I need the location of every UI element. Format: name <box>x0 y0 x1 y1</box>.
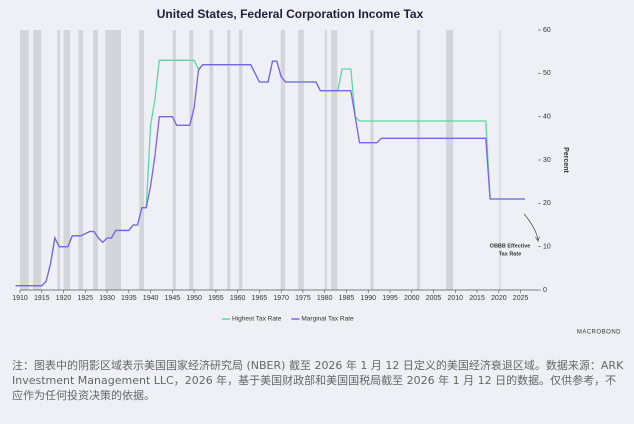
x-tick-label: 1925 <box>78 295 94 302</box>
recession-band <box>78 30 84 290</box>
annotation: OBBB Effective <box>490 243 531 249</box>
x-tick-label: 2010 <box>448 295 464 302</box>
chart: United States, Federal Corporation Incom… <box>12 7 621 336</box>
x-tick-label: 1935 <box>121 295 137 302</box>
legend-label: Highest Tax Rate <box>232 316 282 323</box>
recession-band <box>370 30 374 290</box>
x-tick-label: 2015 <box>469 295 485 302</box>
y-tick-label: 20 <box>543 200 551 207</box>
x-tick-label: 1945 <box>165 295 181 302</box>
y-tick-label: 50 <box>543 70 551 77</box>
recession-band <box>416 30 421 290</box>
recession-band <box>63 30 71 290</box>
recession-band <box>298 30 304 290</box>
y-tick-label: 40 <box>543 114 551 121</box>
x-tick-label: 2005 <box>426 295 442 302</box>
x-tick-label: 1950 <box>186 295 202 302</box>
x-tick-label: 1930 <box>99 295 115 302</box>
x-tick-label: 1985 <box>339 295 355 302</box>
x-tick-label: 1910 <box>12 295 28 302</box>
x-tick-label: 1990 <box>360 295 376 302</box>
y-tick-label: 0 <box>543 287 547 294</box>
x-tick-label: 1965 <box>252 295 268 302</box>
x-tick-label: 2000 <box>404 295 420 302</box>
recession-band <box>331 30 338 290</box>
x-tick-label: 1980 <box>317 295 333 302</box>
logo: MACROBOND <box>577 330 621 336</box>
recession-band <box>499 30 501 290</box>
x-tick-label: 1940 <box>143 295 159 302</box>
recession-band <box>189 30 194 290</box>
annotation-arrow <box>523 213 539 241</box>
x-tick-label: 1955 <box>208 295 224 302</box>
recession-band <box>139 30 145 290</box>
recession-band <box>238 30 243 290</box>
y-tick-label: 30 <box>543 157 551 164</box>
recession-band <box>105 30 121 290</box>
recession-band <box>93 30 98 290</box>
annotation: Tax Rate <box>499 251 522 257</box>
recession-band <box>172 30 176 290</box>
recession-band <box>227 30 231 290</box>
recession-band <box>20 30 29 290</box>
x-tick-label: 1970 <box>273 295 289 302</box>
recession-band <box>33 30 42 290</box>
y-axis-label: Percent <box>562 147 569 173</box>
recession-band <box>57 30 61 290</box>
x-tick-label: 1960 <box>230 295 246 302</box>
x-tick-label: 1915 <box>34 295 50 302</box>
series-line <box>15 60 525 287</box>
recession-band <box>280 30 286 290</box>
recession-band <box>446 30 454 290</box>
x-tick-label: 2020 <box>491 295 507 302</box>
y-tick-label: 60 <box>543 27 551 34</box>
recession-band <box>324 30 327 290</box>
annotation-arrowhead <box>535 236 540 242</box>
chart-title: United States, Federal Corporation Incom… <box>157 7 424 21</box>
legend-label: Marginal Tax Rate <box>301 316 354 323</box>
y-tick-label: 10 <box>543 244 551 251</box>
x-tick-label: 1995 <box>382 295 398 302</box>
x-tick-label: 1920 <box>56 295 72 302</box>
recession-band <box>209 30 214 290</box>
x-tick-label: 2025 <box>513 295 529 302</box>
footnote: 注：图表中的阴影区域表示美国国家经济研究局 (NBER) 截至 2026 年 1… <box>12 359 624 402</box>
x-tick-label: 1975 <box>295 295 311 302</box>
